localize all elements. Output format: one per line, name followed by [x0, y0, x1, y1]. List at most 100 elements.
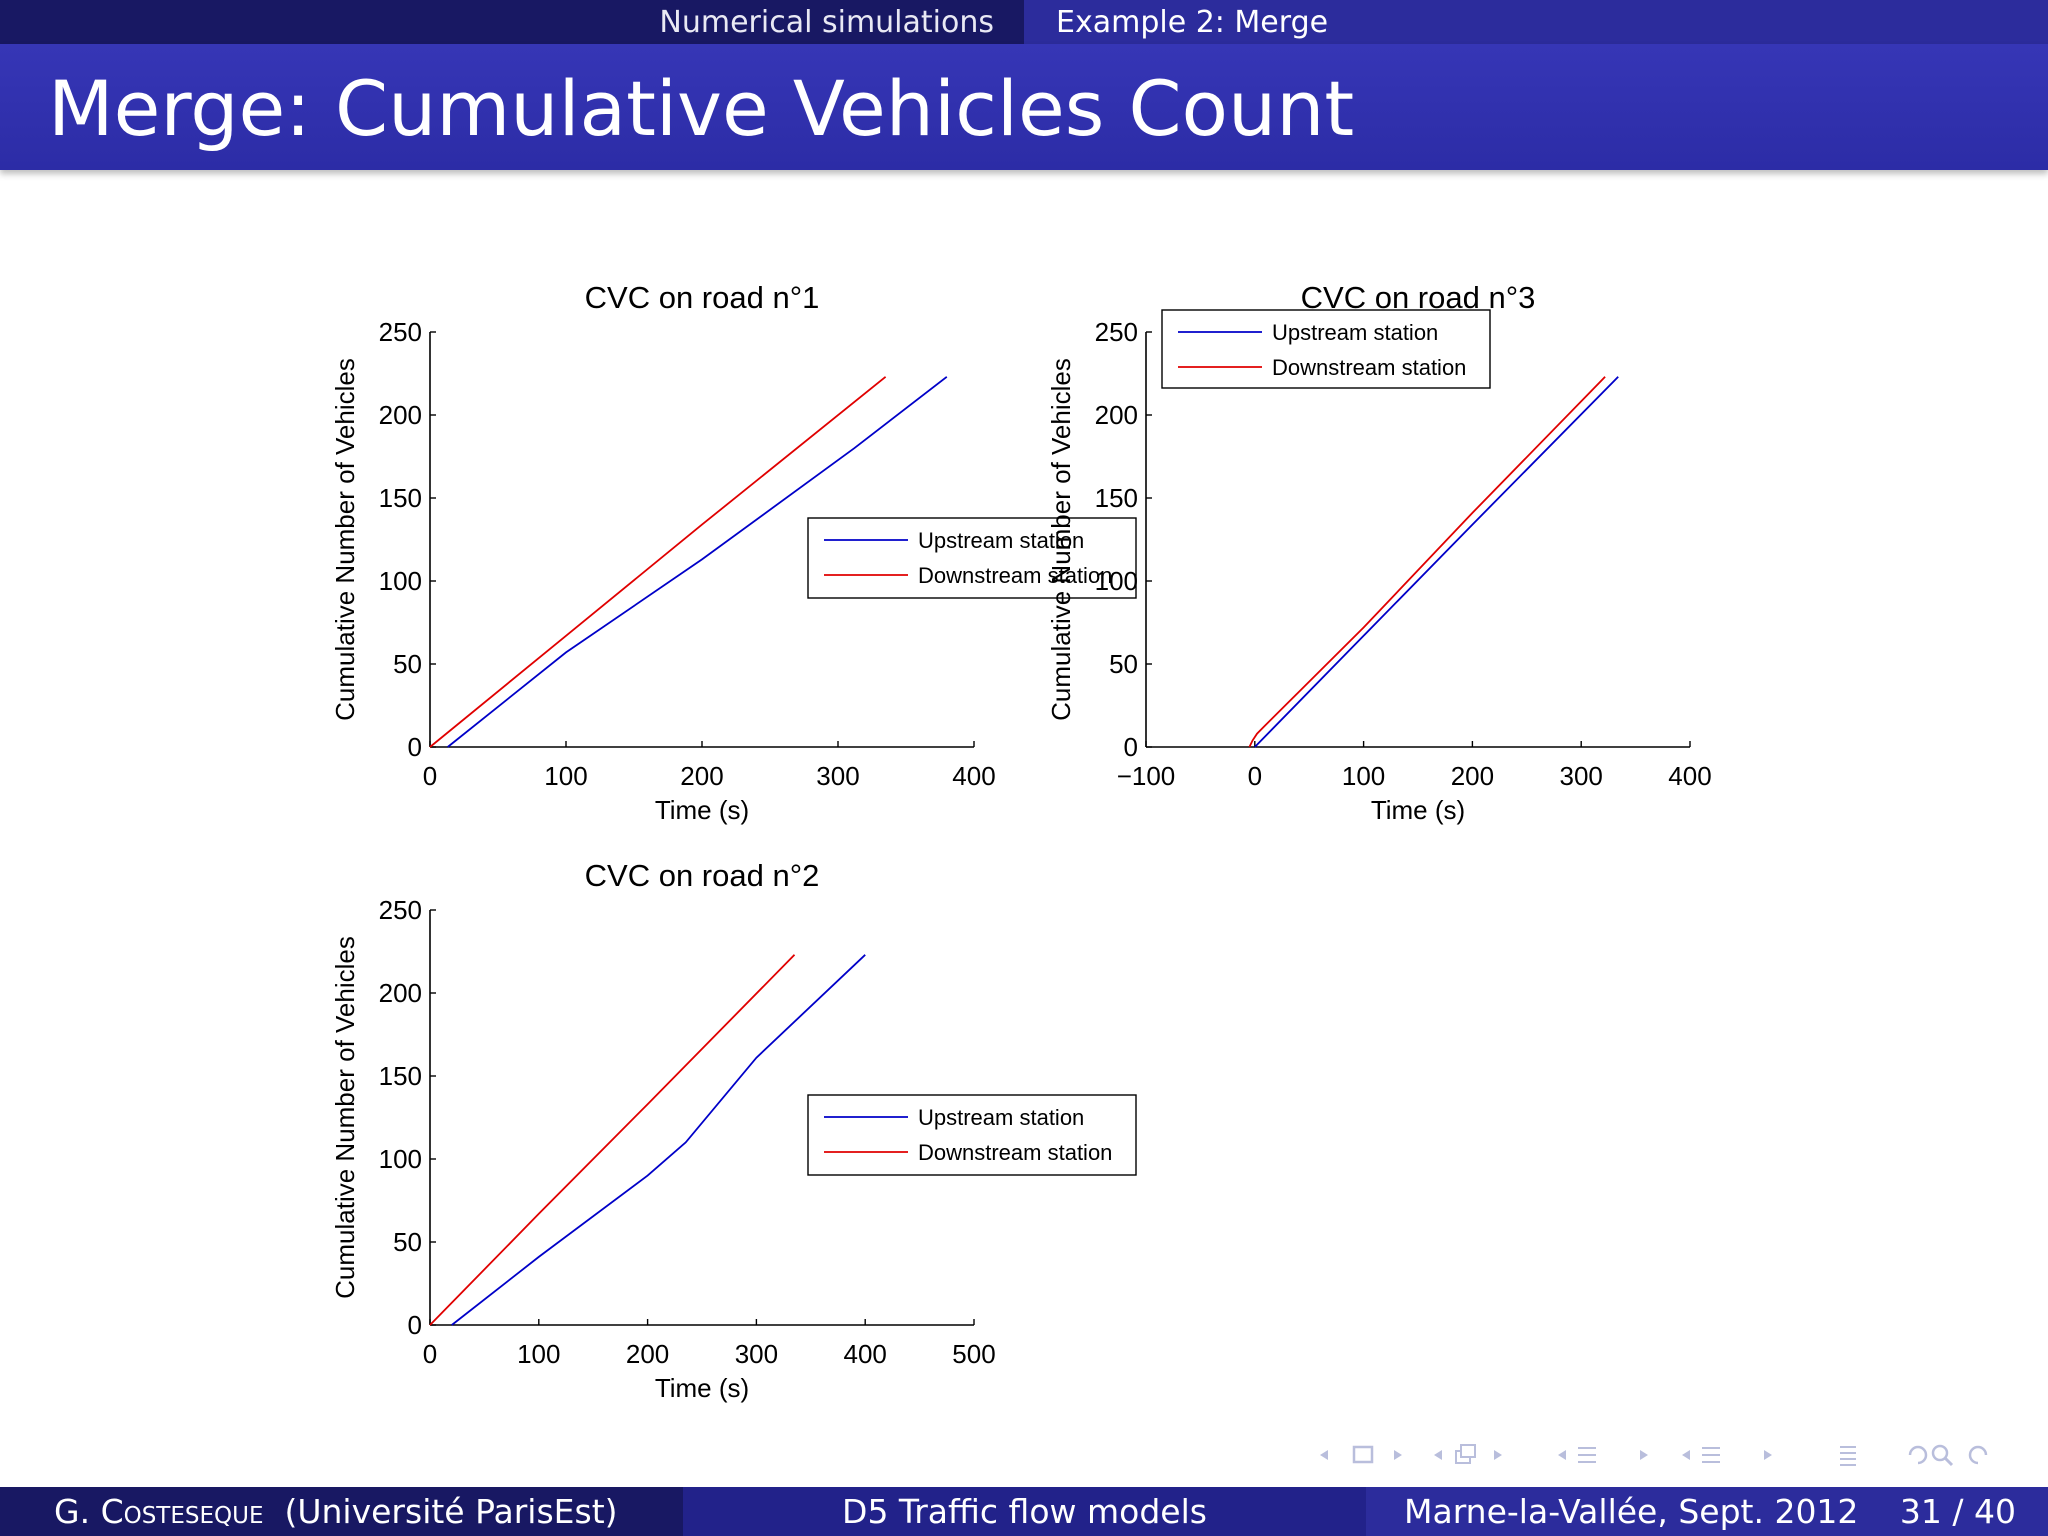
chart-1: 0 100 200 300 400 0 50 100 150 200 250 CVC on road … — [330, 280, 1137, 825]
x-tick-label: 400 — [952, 761, 995, 791]
section-link[interactable]: Numerical simulations — [659, 4, 994, 40]
x-tick-label: 0 — [423, 761, 437, 791]
author-name: Costeseque — [100, 1492, 264, 1531]
x-tick-label: 300 — [735, 1339, 778, 1369]
y-tick-label: 100 — [379, 566, 422, 596]
x-tick-label: 100 — [544, 761, 587, 791]
author-initial: G. — [54, 1492, 91, 1531]
legend-box — [807, 1094, 1137, 1176]
y-tick-label: 200 — [379, 400, 422, 430]
x-tick-label: −100 — [1117, 761, 1176, 791]
page-number: 31 / 40 — [1899, 1492, 2016, 1531]
footer-talk: D5 Traffic flow models — [683, 1487, 1366, 1536]
y-tick-label: 200 — [379, 978, 422, 1008]
next-document-arrow-icon[interactable] — [1764, 1450, 1772, 1460]
beamer-navigation-symbols — [1320, 1444, 1988, 1467]
subsection-link[interactable]: Example 2: Merge — [1056, 4, 1329, 40]
top-navigation-bar: Numerical simulations Example 2: Merge — [0, 0, 2048, 44]
x-tick-label: 0 — [423, 1339, 437, 1369]
y-axis-label: Cumulative Number of Vehicles — [1046, 358, 1076, 721]
next-subsection-arrow-icon[interactable] — [1494, 1450, 1502, 1460]
y-tick-label: 150 — [1095, 483, 1138, 513]
chart-3: 0 100 200 300 400 500 0 50 100 150 200 250 CVC on ro… — [330, 858, 1137, 1403]
legend-entry: Upstream station — [918, 528, 1084, 553]
y-tick-label: 0 — [408, 1310, 422, 1340]
frame-icon[interactable] — [1352, 1445, 1374, 1464]
x-tick-label: 200 — [680, 761, 723, 791]
legend: Upstream station Downstream station — [1161, 309, 1491, 389]
appendix-icon[interactable] — [1840, 1446, 1856, 1466]
subsection-nav-area: Example 2: Merge — [1024, 0, 2048, 44]
search-icon[interactable] — [1931, 1444, 1954, 1467]
series-line-downstream-station — [429, 954, 796, 1326]
x-axis-label: Time (s) — [1371, 795, 1465, 825]
x-tick-label: 400 — [1668, 761, 1711, 791]
y-tick-label: 50 — [1109, 649, 1138, 679]
slide-title-bar: Merge: Cumulative Vehicles Count — [0, 44, 2048, 170]
subsection-icon[interactable] — [1455, 1444, 1476, 1464]
x-tick-label: 400 — [844, 1339, 887, 1369]
prev-subsection-arrow-icon[interactable] — [1434, 1450, 1442, 1460]
x-tick-label: 200 — [1451, 761, 1494, 791]
chart-title: CVC on road n°3 — [1301, 280, 1536, 315]
legend: Upstream station Downstream station — [807, 1094, 1137, 1176]
legend-box — [807, 517, 1137, 599]
y-tick-label: 250 — [379, 317, 422, 347]
y-tick-label: 100 — [379, 1144, 422, 1174]
y-tick-label: 100 — [1095, 566, 1138, 596]
talk-title: D5 Traffic flow models — [842, 1492, 1207, 1531]
document-icon[interactable] — [1702, 1447, 1720, 1463]
x-tick-label: 0 — [1248, 761, 1262, 791]
legend-box — [1161, 309, 1491, 389]
legend: Upstream station Downstream station — [807, 517, 1137, 599]
y-tick-label: 150 — [379, 483, 422, 513]
slide-footer: G. Costeseque (Université ParisEst) D5 T… — [0, 1487, 2048, 1536]
footer-author: G. Costeseque (Université ParisEst) — [0, 1487, 683, 1536]
y-tick-label: 250 — [379, 895, 422, 925]
x-tick-label: 100 — [1342, 761, 1385, 791]
x-axis-label: Time (s) — [655, 795, 749, 825]
section-nav-area: Numerical simulations — [0, 0, 1024, 44]
legend-entry: Upstream station — [1272, 320, 1438, 345]
x-tick-label: 200 — [626, 1339, 669, 1369]
prev-document-arrow-icon[interactable] — [1682, 1450, 1690, 1460]
series-line-downstream-station — [429, 376, 887, 748]
y-axis-label: Cumulative Number of Vehicles — [330, 936, 360, 1299]
next-frame-arrow-icon[interactable] — [1394, 1450, 1402, 1460]
x-tick-label: 300 — [1560, 761, 1603, 791]
legend-entry: Upstream station — [918, 1105, 1084, 1130]
x-tick-label: 300 — [816, 761, 859, 791]
section-icon[interactable] — [1578, 1447, 1596, 1463]
series-line-upstream-station — [451, 954, 866, 1326]
y-axis-label: Cumulative Number of Vehicles — [330, 358, 360, 721]
legend-entry: Downstream station — [918, 1140, 1112, 1165]
chart-title: CVC on road n°2 — [585, 858, 820, 893]
legend-entry: Downstream station — [1272, 355, 1466, 380]
prev-section-arrow-icon[interactable] — [1558, 1450, 1566, 1460]
legend-entry: Downstream station — [918, 563, 1112, 588]
author-affiliation: (Université ParisEst) — [284, 1492, 618, 1531]
y-tick-label: 0 — [408, 732, 422, 762]
x-tick-label: 500 — [952, 1339, 995, 1369]
chart-title: CVC on road n°1 — [585, 280, 820, 315]
forward-icon[interactable] — [1968, 1445, 1988, 1465]
y-tick-label: 50 — [393, 1227, 422, 1257]
prev-frame-arrow-icon[interactable] — [1320, 1450, 1328, 1460]
slide-title: Merge: Cumulative Vehicles Count — [48, 64, 1355, 153]
series-line-downstream-station — [1248, 376, 1606, 748]
series-line-upstream-station — [447, 376, 948, 748]
y-tick-label: 250 — [1095, 317, 1138, 347]
footer-place-page: Marne-la-Vallée, Sept. 2012 31 / 40 — [1366, 1487, 2048, 1536]
place-date: Marne-la-Vallée, Sept. 2012 — [1404, 1492, 1859, 1531]
x-tick-label: 100 — [517, 1339, 560, 1369]
series-line-upstream-station — [1254, 376, 1619, 748]
y-tick-label: 200 — [1095, 400, 1138, 430]
next-section-arrow-icon[interactable] — [1640, 1450, 1648, 1460]
back-icon[interactable] — [1908, 1445, 1928, 1465]
y-tick-label: 50 — [393, 649, 422, 679]
x-axis-label: Time (s) — [655, 1373, 749, 1403]
y-tick-label: 150 — [379, 1061, 422, 1091]
y-tick-label: 0 — [1124, 732, 1138, 762]
